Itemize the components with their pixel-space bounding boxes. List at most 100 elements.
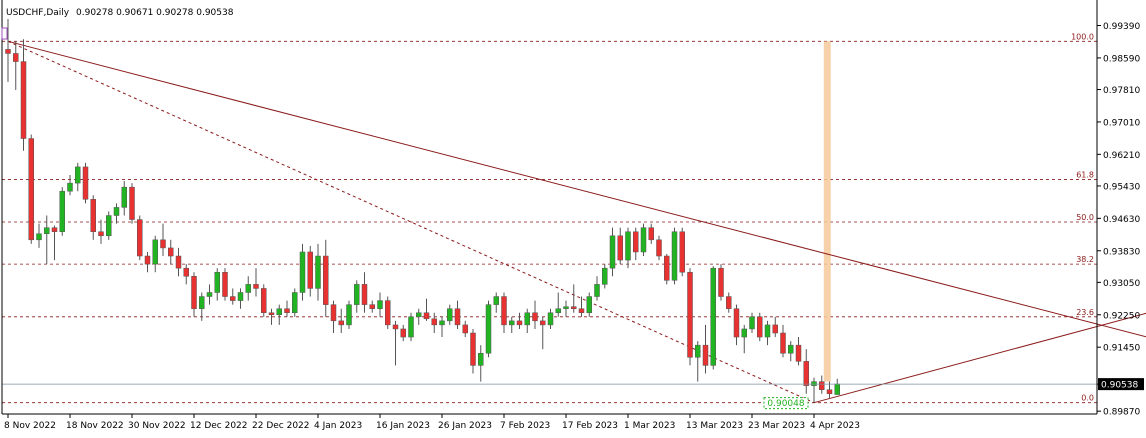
candle — [447, 304, 453, 325]
candle-body — [664, 255, 670, 281]
candle-body — [106, 215, 112, 237]
candle — [695, 341, 701, 382]
candle — [20, 39, 27, 151]
candle-body — [307, 251, 313, 289]
fib-level-label: 23.6 — [1076, 308, 1094, 317]
candle-body — [361, 284, 368, 305]
fib-level-label: 61.8 — [1076, 170, 1094, 179]
candle — [571, 284, 577, 313]
candle — [292, 288, 298, 317]
symbol-label: USDCHF,Daily — [6, 8, 70, 18]
candle — [532, 300, 538, 329]
candle — [602, 264, 608, 289]
candle-body — [354, 284, 360, 305]
x-tick-label: 16 Jan 2023 — [376, 421, 430, 431]
candle-body — [540, 320, 546, 326]
x-tick-label: 7 Feb 2023 — [500, 421, 550, 431]
candle-body — [67, 182, 73, 192]
candle — [516, 312, 523, 329]
candle — [710, 266, 716, 370]
y-tick-label: 0.98590 — [1103, 54, 1140, 64]
candle-body — [524, 312, 530, 326]
candle-body — [98, 231, 104, 237]
candle — [594, 276, 600, 301]
candle — [788, 341, 794, 362]
candle-body — [563, 306, 569, 309]
candle — [199, 292, 205, 321]
candle — [400, 324, 406, 342]
candle-body — [13, 53, 19, 62]
candle — [299, 243, 306, 301]
candle-body — [237, 292, 244, 301]
trendlines — [7, 40, 1146, 404]
candle-body — [338, 320, 344, 326]
fib-level-label: 38.2 — [1076, 255, 1094, 264]
candle — [245, 276, 251, 301]
candle — [633, 227, 639, 261]
candle-body — [113, 207, 120, 216]
candle-body — [826, 389, 833, 395]
candle-body — [617, 235, 623, 261]
candles: 0.90048 — [5, 19, 840, 410]
candle — [175, 247, 182, 277]
candle-body — [160, 239, 166, 249]
candle-body — [222, 271, 228, 297]
chart-shift-marker[interactable] — [1, 27, 8, 40]
candle-body — [516, 320, 523, 326]
candle-body — [144, 255, 151, 265]
candle-body — [454, 308, 461, 326]
candle — [524, 308, 530, 333]
candle-body — [447, 308, 453, 322]
candle — [13, 41, 19, 90]
candle-body — [292, 292, 298, 313]
candle-body — [5, 49, 11, 54]
candle-body — [679, 231, 685, 273]
candle-body — [276, 308, 282, 316]
candle-body — [152, 239, 158, 265]
candle-body — [175, 255, 182, 269]
candle-body — [710, 267, 716, 366]
candle-body — [702, 344, 709, 366]
candle — [795, 337, 802, 366]
candle-body — [59, 190, 65, 232]
candle — [385, 296, 391, 329]
candle-body — [733, 308, 740, 338]
fib-level-label: 100.0 — [1071, 32, 1094, 41]
candle-body — [299, 251, 306, 293]
candle-body — [594, 284, 600, 297]
candle-body — [602, 267, 608, 285]
candle — [276, 304, 282, 325]
y-tick-label: 0.99390 — [1103, 22, 1140, 32]
candle — [90, 195, 96, 240]
candle — [98, 219, 104, 244]
candle — [726, 292, 732, 313]
candle-body — [369, 304, 375, 309]
candle-body — [470, 332, 476, 366]
candle — [284, 300, 290, 317]
candle — [609, 227, 616, 277]
candle-body — [571, 306, 577, 309]
candle — [431, 312, 437, 333]
candle-body — [392, 324, 399, 330]
chart-header: USDCHF,Daily 0.90278 0.90671 0.90278 0.9… — [1, 8, 234, 40]
candle — [664, 254, 670, 285]
candle — [718, 264, 724, 301]
ohlc-label: 0.90278 0.90671 0.90278 0.90538 — [76, 8, 234, 18]
candle — [28, 134, 34, 244]
fib-level-label: 50.0 — [1076, 213, 1094, 222]
candle — [586, 292, 592, 317]
candle-body — [75, 166, 81, 184]
x-tick-label: 13 Mar 2023 — [686, 421, 743, 431]
candle — [454, 300, 461, 329]
candle-body — [199, 296, 205, 309]
candle-body — [509, 320, 515, 326]
candle — [354, 280, 360, 313]
candle — [183, 264, 189, 285]
candle-body — [330, 304, 337, 322]
candle — [408, 312, 414, 342]
candle-body — [137, 219, 143, 257]
candle — [222, 268, 228, 301]
candle — [671, 227, 678, 285]
candle-body — [253, 284, 259, 289]
